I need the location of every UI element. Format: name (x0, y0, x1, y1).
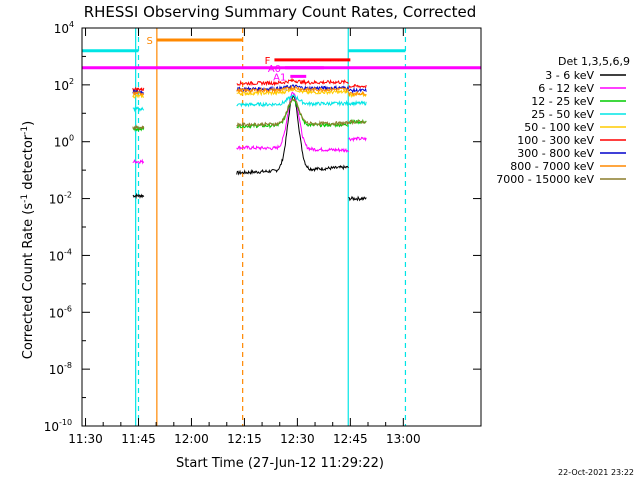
x-tick-label-0: 11:30 (68, 432, 103, 446)
series-0 (132, 94, 367, 202)
y-tick-label-7: 10 (44, 420, 59, 434)
series-4-trace (132, 93, 144, 99)
y-axis-label-mid: detector (21, 134, 36, 194)
series-7-trace (348, 90, 367, 97)
series-7-trace (236, 84, 350, 94)
y-tick-label-6: 10 (49, 363, 64, 377)
y-tick-exp-3: -2 (64, 191, 72, 200)
x-tick-label-1: 11:45 (121, 432, 156, 446)
legend-label-5: 100 - 300 keV (517, 134, 594, 147)
series-4 (132, 86, 367, 99)
series-1-trace (132, 158, 145, 165)
flag-label-1: N (71, 47, 78, 58)
series-8-trace (132, 124, 145, 132)
series-1-trace (236, 91, 349, 153)
x-tick-label-5: 12:45 (333, 432, 368, 446)
legend-label-2: 12 - 25 keV (531, 95, 594, 108)
series-7 (132, 84, 367, 97)
series-3-trace (132, 106, 145, 113)
series-0-trace (348, 195, 367, 202)
y-tick-exp-1: 2 (69, 77, 74, 86)
x-tick-label-2: 12:00 (174, 432, 209, 446)
y-tick-label-0: 10 (54, 22, 69, 36)
series-5-trace (236, 77, 349, 87)
x-tick-label-6: 13:00 (386, 432, 421, 446)
series-8 (132, 97, 367, 132)
series-8-trace (236, 97, 350, 128)
y-axis-label-sup1: -1 (20, 194, 30, 203)
y-tick-label-1: 10 (54, 79, 69, 93)
y-tick-exp-7: -10 (59, 418, 72, 427)
series-8-trace (348, 118, 367, 126)
flag-label-0: S (146, 36, 152, 47)
y-tick-exp-5: -6 (64, 304, 72, 313)
series-7-trace (132, 90, 145, 96)
y-axis-label: Corrected Count Rate (s-1 detector-1) (20, 121, 36, 359)
series-1 (132, 91, 367, 165)
legend-label-6: 300 - 800 keV (517, 147, 594, 160)
y-tick-label-4: 10 (49, 249, 64, 263)
series-3-trace (348, 99, 367, 107)
series-4-trace (348, 92, 367, 99)
y-tick-label-3: 10 (49, 193, 64, 207)
legend-label-7: 800 - 7000 keV (510, 160, 594, 173)
legend-label-8: 7000 - 15000 keV (496, 173, 594, 186)
series-1-trace (348, 136, 367, 143)
series-0-trace (236, 94, 349, 176)
x-tick-label-3: 12:15 (227, 432, 262, 446)
y-axis-label-sup2: -1 (20, 126, 30, 135)
footer-timestamp: 22-Oct-2021 23:22 (558, 468, 634, 477)
y-axis-label-prefix: Corrected Count Rate (s (21, 203, 36, 360)
x-axis-label: Start Time (27-Jun-12 11:29:22) (176, 456, 384, 471)
y-tick-exp-4: -4 (64, 247, 72, 256)
series-3 (132, 94, 367, 113)
y-tick-label-5: 10 (49, 306, 64, 320)
y-axis-label-end: ) (21, 121, 36, 126)
flag-label-5: A0 (268, 64, 281, 75)
series-0-trace (132, 192, 145, 200)
flag-label-4: F (265, 56, 271, 67)
y-tick-exp-2: 0 (69, 134, 74, 143)
x-axis: 11:30 11:45 12:00 12:15 12:30 12:45 13:00 (68, 28, 421, 446)
legend-label-0: 3 - 6 keV (545, 69, 594, 82)
x-tick-label-4: 12:30 (280, 432, 315, 446)
y-tick-label-2: 10 (54, 136, 69, 150)
legend-title: Det 1,3,5,6,9 (558, 55, 630, 68)
y-tick-exp-6: -8 (64, 361, 72, 370)
chart-title: RHESSI Observing Summary Count Rates, Co… (84, 3, 477, 21)
series-5-trace (132, 86, 145, 93)
series-5-trace (348, 83, 367, 89)
legend-label-3: 25 - 50 keV (531, 108, 594, 121)
legend-label-4: 50 - 100 keV (524, 121, 594, 134)
legend-label-1: 6 - 12 keV (538, 82, 594, 95)
flag-label-6: A1 (273, 72, 286, 83)
series-3-trace (236, 94, 350, 108)
series-4-trace (236, 86, 350, 97)
y-tick-exp-0: 4 (69, 20, 74, 29)
series-5 (132, 77, 367, 93)
